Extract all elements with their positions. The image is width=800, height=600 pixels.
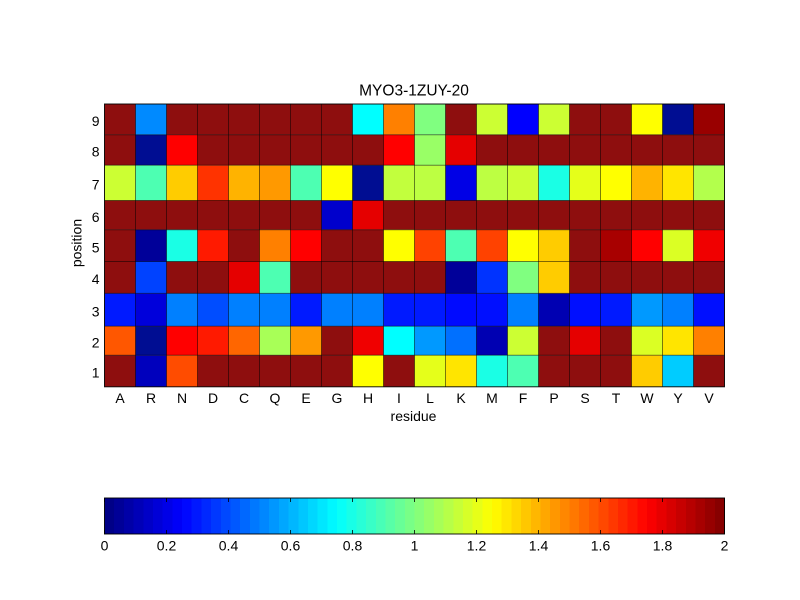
svg-text:N: N <box>177 390 187 406</box>
svg-text:9: 9 <box>92 113 100 129</box>
svg-text:Y: Y <box>673 390 683 406</box>
svg-text:M: M <box>486 390 498 406</box>
svg-text:0: 0 <box>101 538 109 554</box>
svg-text:residue: residue <box>391 408 437 424</box>
svg-text:D: D <box>208 390 218 406</box>
svg-text:K: K <box>456 390 466 406</box>
svg-text:0.4: 0.4 <box>219 538 239 554</box>
svg-text:I: I <box>397 390 401 406</box>
svg-text:4: 4 <box>92 271 100 287</box>
svg-text:1.2: 1.2 <box>467 538 487 554</box>
svg-text:1: 1 <box>92 365 100 381</box>
svg-text:position: position <box>69 219 85 267</box>
svg-text:MYO3-1ZUY-20: MYO3-1ZUY-20 <box>359 83 469 100</box>
svg-text:8: 8 <box>92 144 100 160</box>
svg-text:5: 5 <box>92 239 100 255</box>
svg-text:Q: Q <box>270 390 281 406</box>
svg-text:S: S <box>580 390 589 406</box>
svg-text:7: 7 <box>92 177 100 193</box>
svg-text:F: F <box>519 390 528 406</box>
svg-text:2: 2 <box>721 538 729 554</box>
svg-text:1.4: 1.4 <box>529 538 549 554</box>
svg-text:W: W <box>640 390 654 406</box>
svg-text:A: A <box>115 390 125 406</box>
svg-text:3: 3 <box>92 304 100 320</box>
svg-text:G: G <box>332 390 343 406</box>
svg-text:1: 1 <box>411 538 419 554</box>
svg-text:T: T <box>612 390 621 406</box>
svg-text:P: P <box>549 390 558 406</box>
svg-text:H: H <box>363 390 373 406</box>
svg-text:E: E <box>301 390 310 406</box>
svg-text:6: 6 <box>92 209 100 225</box>
svg-text:0.8: 0.8 <box>343 538 363 554</box>
svg-text:1.8: 1.8 <box>653 538 673 554</box>
svg-text:L: L <box>426 390 434 406</box>
svg-text:0.2: 0.2 <box>157 538 177 554</box>
svg-text:0.6: 0.6 <box>281 538 301 554</box>
svg-text:2: 2 <box>92 334 100 350</box>
svg-text:V: V <box>704 390 714 406</box>
svg-text:1.6: 1.6 <box>591 538 611 554</box>
svg-text:R: R <box>146 390 156 406</box>
svg-text:C: C <box>239 390 249 406</box>
